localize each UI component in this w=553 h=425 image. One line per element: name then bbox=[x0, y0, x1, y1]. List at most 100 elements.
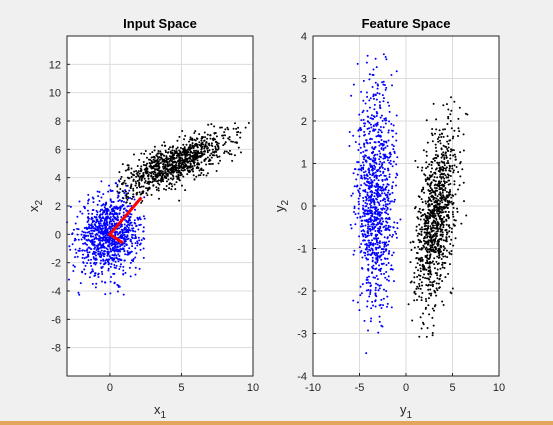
input-space-point-series-2 bbox=[191, 167, 194, 170]
feature-space-point-series-1 bbox=[391, 143, 394, 146]
input-space-point-series-2 bbox=[173, 165, 176, 168]
feature-space-point-series-2 bbox=[457, 188, 460, 191]
feature-space-point-series-1 bbox=[350, 194, 353, 197]
feature-space-point-series-1 bbox=[383, 225, 386, 228]
input-space-point-series-1 bbox=[116, 242, 119, 245]
feature-space-point-series-1 bbox=[366, 120, 369, 123]
feature-space-point-series-1 bbox=[359, 216, 362, 219]
feature-space-point-series-1 bbox=[366, 202, 369, 205]
input-space-point-series-2 bbox=[200, 150, 203, 153]
input-space-point-series-1 bbox=[113, 258, 116, 261]
feature-space-point-series-2 bbox=[426, 248, 429, 251]
feature-space-point-series-1 bbox=[369, 212, 372, 215]
feature-space-point-series-1 bbox=[376, 123, 379, 126]
feature-space-point-series-2 bbox=[453, 183, 456, 186]
feature-space-point-series-1 bbox=[383, 272, 386, 275]
input-space-point-series-2 bbox=[145, 192, 148, 195]
input-space-point-series-2 bbox=[149, 162, 152, 165]
input-space-point-series-1 bbox=[110, 204, 113, 207]
input-space-point-series-2 bbox=[196, 159, 199, 162]
input-space-point-series-2 bbox=[222, 137, 225, 140]
input-space-point-series-1 bbox=[117, 194, 120, 197]
feature-space-point-series-1 bbox=[359, 285, 362, 288]
feature-space-point-series-1 bbox=[362, 168, 365, 171]
input-space-point-series-1 bbox=[113, 222, 116, 225]
feature-space-point-series-1 bbox=[366, 54, 369, 57]
feature-space-point-series-1 bbox=[387, 199, 390, 202]
input-space-point-series-2 bbox=[137, 175, 140, 178]
input-space-point-series-2 bbox=[193, 151, 196, 154]
input-space-point-series-1 bbox=[119, 265, 122, 268]
input-space-point-series-2 bbox=[192, 149, 195, 152]
feature-space-point-series-2 bbox=[445, 146, 448, 149]
input-space-point-series-1 bbox=[95, 244, 98, 247]
input-space-point-series-2 bbox=[203, 147, 206, 150]
feature-space-point-series-1 bbox=[376, 84, 379, 87]
feature-space-point-series-1 bbox=[363, 142, 366, 145]
feature-space-point-series-1 bbox=[395, 114, 398, 117]
feature-space-point-series-1 bbox=[387, 131, 390, 134]
feature-space-point-series-2 bbox=[438, 193, 441, 196]
feature-space-point-series-2 bbox=[427, 266, 430, 269]
feature-space-point-series-1 bbox=[376, 216, 379, 219]
input-space-point-series-1 bbox=[103, 253, 106, 256]
feature-space-point-series-1 bbox=[376, 283, 379, 286]
input-space-point-series-1 bbox=[86, 228, 89, 231]
input-space-point-series-1 bbox=[123, 259, 126, 262]
input-space-point-series-2 bbox=[207, 123, 210, 126]
feature-space-point-series-1 bbox=[352, 253, 355, 256]
feature-space-point-series-2 bbox=[415, 225, 418, 228]
input-space-point-series-1 bbox=[86, 262, 89, 265]
input-space-point-series-2 bbox=[173, 160, 176, 163]
input-space-point-series-2 bbox=[197, 174, 200, 177]
feature-space-point-series-2 bbox=[409, 281, 412, 284]
feature-space-point-series-1 bbox=[354, 223, 357, 226]
feature-space-point-series-1 bbox=[387, 228, 390, 231]
feature-space-point-series-1 bbox=[368, 132, 371, 135]
input-space-point-series-2 bbox=[171, 174, 174, 177]
input-space-point-series-1 bbox=[127, 226, 130, 229]
feature-space-point-series-1 bbox=[365, 139, 368, 142]
input-space-point-series-1 bbox=[97, 244, 100, 247]
feature-space-point-series-2 bbox=[425, 300, 428, 303]
input-space-point-series-2 bbox=[206, 137, 209, 140]
feature-space-point-series-2 bbox=[440, 220, 443, 223]
feature-space-point-series-1 bbox=[367, 239, 370, 242]
input-space-point-series-2 bbox=[157, 187, 160, 190]
feature-space-point-series-1 bbox=[354, 213, 357, 216]
input-space-point-series-1 bbox=[106, 207, 109, 210]
feature-space-point-series-2 bbox=[428, 178, 431, 181]
input-space-point-series-2 bbox=[192, 170, 195, 173]
input-space-point-series-1 bbox=[101, 273, 104, 276]
feature-space-point-series-2 bbox=[454, 219, 457, 222]
feature-space-point-series-2 bbox=[433, 267, 436, 270]
feature-space-point-series-2 bbox=[426, 178, 429, 181]
feature-space-point-series-2 bbox=[442, 104, 445, 107]
feature-space-point-series-1 bbox=[361, 232, 364, 235]
input-space-point-series-1 bbox=[109, 280, 112, 283]
feature-space-point-series-2 bbox=[425, 255, 428, 258]
feature-space-point-series-1 bbox=[391, 200, 393, 203]
feature-space-point-series-1 bbox=[396, 227, 399, 230]
feature-space-point-series-2 bbox=[450, 238, 453, 241]
input-space-point-series-2 bbox=[132, 179, 135, 182]
feature-space-point-series-1 bbox=[386, 207, 389, 210]
input-space-point-series-2 bbox=[206, 151, 209, 154]
input-space-ytick-label: 8 bbox=[55, 116, 61, 128]
feature-space-point-series-2 bbox=[435, 232, 438, 235]
feature-space-point-series-1 bbox=[363, 125, 366, 128]
feature-space-point-series-2 bbox=[427, 199, 430, 202]
feature-space-point-series-1 bbox=[368, 78, 371, 81]
feature-space-xtick-label: 5 bbox=[449, 382, 455, 394]
feature-space-point-series-2 bbox=[452, 206, 455, 209]
input-space-point-series-2 bbox=[194, 139, 197, 142]
input-space-point-series-2 bbox=[223, 142, 226, 145]
feature-space-point-series-1 bbox=[386, 144, 389, 147]
input-space-point-series-1 bbox=[104, 234, 107, 237]
input-space-point-series-1 bbox=[72, 264, 75, 267]
feature-space-point-series-2 bbox=[441, 266, 444, 269]
input-space-point-series-2 bbox=[161, 174, 164, 177]
input-space-point-series-2 bbox=[207, 160, 210, 163]
input-space-point-series-1 bbox=[142, 230, 145, 233]
input-space-point-series-2 bbox=[140, 185, 143, 188]
